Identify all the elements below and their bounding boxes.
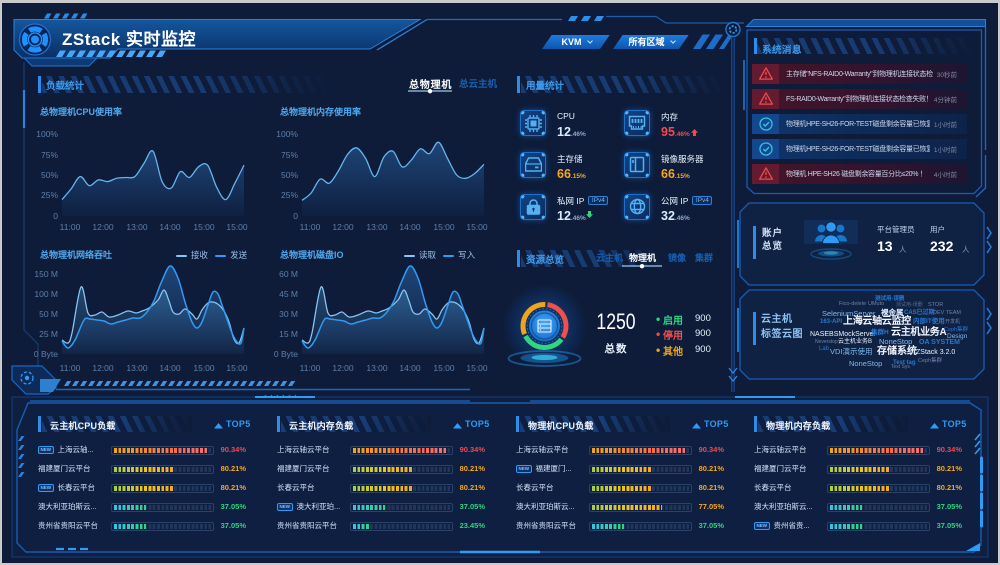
svg-text:12:00: 12:00: [332, 222, 354, 232]
svg-text:11:00: 11:00: [300, 222, 321, 232]
svg-text:15:00: 15:00: [433, 222, 455, 232]
svg-text:13:00: 13:00: [366, 363, 388, 373]
svg-text:13:00: 13:00: [126, 363, 148, 373]
svg-text:13:00: 13:00: [366, 222, 388, 232]
svg-text:100%: 100%: [36, 129, 58, 139]
svg-text:15 M: 15 M: [279, 329, 298, 339]
svg-text:30 M: 30 M: [279, 309, 298, 319]
svg-text:0: 0: [293, 211, 298, 221]
svg-text:15:00: 15:00: [433, 363, 455, 373]
svg-text:25 M: 25 M: [39, 329, 58, 339]
svg-text:12:00: 12:00: [92, 363, 114, 373]
svg-text:14:00: 14:00: [399, 363, 421, 373]
svg-text:25%: 25%: [41, 190, 58, 200]
svg-text:60 M: 60 M: [279, 269, 298, 279]
svg-text:14:00: 14:00: [399, 222, 421, 232]
svg-text:75%: 75%: [281, 150, 298, 160]
svg-text:11:00: 11:00: [300, 363, 321, 373]
svg-text:15:00: 15:00: [466, 222, 488, 232]
svg-text:15:00: 15:00: [193, 363, 215, 373]
svg-text:100 M: 100 M: [34, 289, 58, 299]
svg-text:100%: 100%: [276, 129, 298, 139]
svg-text:0 Byte: 0 Byte: [34, 349, 58, 359]
svg-text:12:00: 12:00: [332, 363, 354, 373]
svg-text:15:00: 15:00: [466, 363, 488, 373]
svg-text:25%: 25%: [281, 190, 298, 200]
svg-text:15:00: 15:00: [193, 222, 215, 232]
svg-text:50%: 50%: [41, 170, 58, 180]
svg-text:12:00: 12:00: [92, 222, 114, 232]
svg-text:13:00: 13:00: [126, 222, 148, 232]
svg-text:50%: 50%: [281, 170, 298, 180]
svg-text:50 M: 50 M: [39, 309, 58, 319]
svg-text:150 M: 150 M: [34, 269, 58, 279]
svg-text:15:00: 15:00: [226, 222, 248, 232]
svg-text:0: 0: [53, 211, 58, 221]
svg-text:14:00: 14:00: [159, 363, 181, 373]
svg-text:75%: 75%: [41, 150, 58, 160]
svg-text:15:00: 15:00: [226, 363, 248, 373]
svg-text:11:00: 11:00: [60, 222, 81, 232]
svg-text:45 M: 45 M: [279, 289, 298, 299]
svg-text:0 Byte: 0 Byte: [274, 349, 298, 359]
svg-text:11:00: 11:00: [60, 363, 81, 373]
svg-text:14:00: 14:00: [159, 222, 181, 232]
